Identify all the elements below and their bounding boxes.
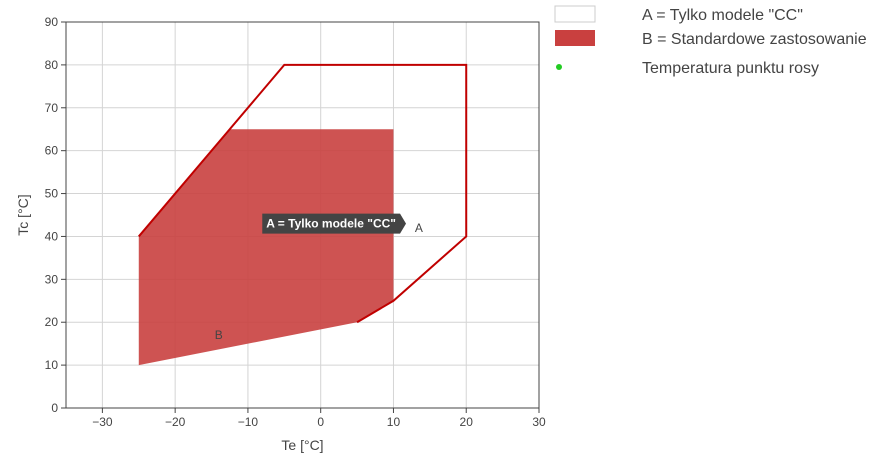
y-tick-label: 0: [51, 401, 58, 415]
region-a-outline[interactable]: [138, 63, 468, 324]
y-tick-label: 60: [45, 144, 59, 158]
y-tick-label: 70: [45, 101, 59, 115]
legend-label: Temperatura punktu rosy: [642, 60, 819, 77]
legend-swatch-dew-point: [556, 64, 562, 70]
region-b-polygon[interactable]: [138, 129, 394, 366]
tooltip-box: [262, 213, 407, 234]
legend-swatch-b: [555, 30, 595, 46]
legend-swatch-a: [554, 5, 596, 23]
y-tick-label: 30: [45, 272, 59, 286]
x-tick-label: 0: [317, 415, 324, 429]
y-tick-label: 40: [45, 229, 59, 243]
legend[interactable]: A = Tylko modele "CC" B = Standardowe zas…: [554, 5, 867, 77]
legend-label: B = Standardowe zastosowanie: [642, 31, 867, 48]
legend-item-3[interactable]: Temperatura punktu rosy: [556, 60, 819, 77]
legend-item-2[interactable]: B = Standardowe zastosowanie: [555, 30, 867, 48]
tooltip: A = Tylko modele "CC": [262, 213, 407, 234]
y-tick-label: 20: [45, 315, 59, 329]
x-axis-title: Te [°C]: [281, 437, 323, 453]
x-tick-label: 10: [387, 415, 401, 429]
x-tick-label: 20: [460, 415, 474, 429]
y-tick-label: 10: [45, 358, 59, 372]
region-labels: AB: [215, 221, 423, 342]
y-axis-title: Tc [°C]: [15, 194, 31, 235]
region-label-b: B: [215, 328, 223, 342]
x-tick-label: −20: [165, 415, 186, 429]
y-tick-label: 90: [45, 15, 59, 29]
region-label-a: A: [415, 221, 423, 235]
legend-label: A = Tylko modele "CC": [642, 7, 803, 24]
x-tick-label: −10: [238, 415, 259, 429]
legend-item-1[interactable]: A = Tylko modele "CC": [554, 5, 803, 24]
y-tick-label: 80: [45, 58, 59, 72]
y-tick-label: 50: [45, 187, 59, 201]
tooltip-text: A = Tylko modele "CC": [266, 217, 396, 231]
axes: −30 −20 −10 0 10 20 30 0 10 20 30 40 50 60 70 80 90 Te [°…: [15, 15, 546, 453]
series-layer: [138, 63, 468, 366]
x-tick-label: −30: [92, 415, 113, 429]
plot-border: [65, 21, 540, 409]
x-tick-label: 30: [532, 415, 546, 429]
